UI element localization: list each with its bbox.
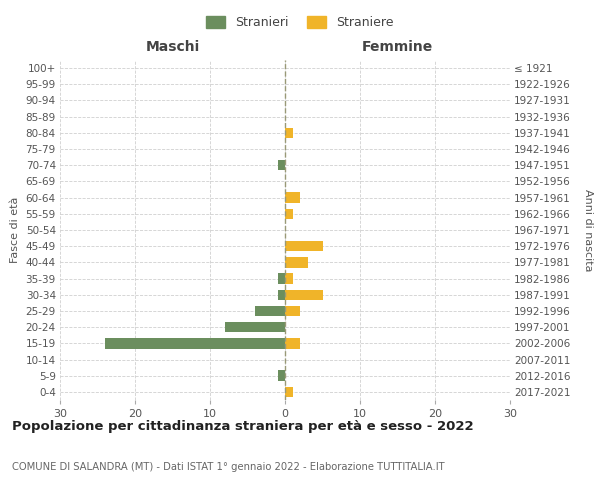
Bar <box>255 306 285 316</box>
Text: Femmine: Femmine <box>362 40 433 54</box>
Bar <box>277 160 285 170</box>
Text: COMUNE DI SALANDRA (MT) - Dati ISTAT 1° gennaio 2022 - Elaborazione TUTTITALIA.I: COMUNE DI SALANDRA (MT) - Dati ISTAT 1° … <box>12 462 445 472</box>
Text: Anni di nascita: Anni di nascita <box>583 188 593 271</box>
Legend: Stranieri, Straniere: Stranieri, Straniere <box>202 11 398 34</box>
Bar <box>285 257 308 268</box>
Bar <box>285 290 323 300</box>
Bar <box>285 128 293 138</box>
Bar <box>285 306 300 316</box>
Y-axis label: Fasce di età: Fasce di età <box>10 197 20 263</box>
Text: Maschi: Maschi <box>145 40 200 54</box>
Bar <box>277 290 285 300</box>
Bar <box>285 338 300 348</box>
Bar <box>277 274 285 284</box>
Bar <box>105 338 285 348</box>
Bar <box>225 322 285 332</box>
Text: Popolazione per cittadinanza straniera per età e sesso - 2022: Popolazione per cittadinanza straniera p… <box>12 420 473 433</box>
Bar <box>277 370 285 381</box>
Bar <box>285 241 323 252</box>
Bar <box>285 386 293 397</box>
Bar <box>285 208 293 219</box>
Bar <box>285 274 293 284</box>
Bar <box>285 192 300 203</box>
